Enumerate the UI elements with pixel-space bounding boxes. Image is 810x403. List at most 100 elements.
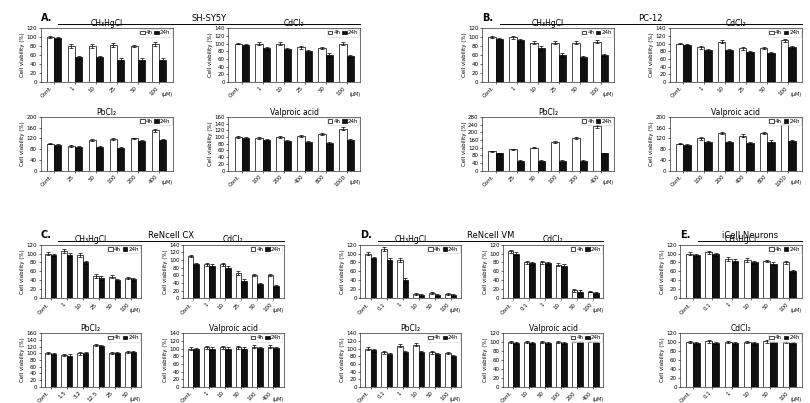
Bar [75, 57, 83, 82]
Title: CdCl₂: CdCl₂ [731, 324, 752, 333]
Bar [561, 343, 567, 387]
Bar [318, 48, 326, 82]
Bar [559, 55, 566, 82]
Bar [347, 140, 354, 170]
Bar [705, 142, 712, 170]
Bar [262, 140, 271, 170]
Text: A.: A. [40, 13, 52, 23]
Title: Valproic acid: Valproic acid [270, 108, 319, 117]
Bar [450, 295, 456, 298]
Y-axis label: Cell viability (%): Cell viability (%) [483, 249, 488, 294]
Bar [712, 254, 719, 298]
Bar [297, 48, 305, 82]
Bar [51, 354, 57, 387]
Y-axis label: Cell viability (%): Cell viability (%) [650, 121, 654, 166]
Y-axis label: Cell viability (%): Cell viability (%) [20, 121, 25, 166]
Title: CH₃HgCl: CH₃HgCl [91, 19, 123, 28]
Bar [782, 342, 790, 387]
Bar [684, 145, 691, 170]
Bar [151, 130, 159, 170]
Bar [236, 347, 241, 387]
Bar [267, 275, 273, 298]
Bar [276, 44, 284, 82]
Bar [693, 255, 700, 298]
Bar [725, 342, 731, 387]
Bar [429, 293, 434, 298]
Bar [413, 345, 419, 387]
Legend: 4h, 24h: 4h, 24h [427, 246, 460, 253]
Bar [434, 295, 440, 298]
Bar [225, 268, 231, 298]
Bar [539, 342, 545, 387]
Bar [255, 44, 262, 82]
Title: CdCl₂: CdCl₂ [223, 235, 244, 245]
Legend: 4h, 24h: 4h, 24h [250, 334, 283, 341]
Bar [445, 294, 450, 298]
Text: (μM): (μM) [791, 180, 802, 185]
Title: CH₃HgCl: CH₃HgCl [532, 19, 565, 28]
Bar [236, 273, 241, 298]
Text: ReNcell VM: ReNcell VM [467, 231, 514, 240]
Bar [96, 147, 104, 170]
Bar [763, 261, 770, 298]
Text: (μM): (μM) [272, 397, 284, 401]
Bar [706, 341, 712, 387]
Text: PC-12: PC-12 [638, 15, 663, 23]
Bar [552, 43, 559, 82]
Bar [284, 141, 291, 170]
Bar [781, 40, 788, 82]
Bar [790, 271, 796, 298]
Bar [114, 353, 120, 387]
Bar [545, 343, 551, 387]
Bar [382, 249, 386, 298]
Bar [593, 127, 600, 170]
Bar [204, 264, 210, 298]
Bar [509, 150, 517, 170]
Bar [75, 147, 83, 170]
Bar [242, 138, 249, 170]
Text: (μM): (μM) [791, 91, 802, 97]
Bar [386, 260, 392, 298]
Bar [204, 347, 210, 387]
Bar [99, 346, 104, 387]
Bar [159, 60, 166, 82]
Bar [62, 355, 66, 387]
Bar [517, 40, 524, 82]
Bar [572, 341, 578, 387]
Bar [760, 48, 767, 82]
Text: (μM): (μM) [791, 308, 802, 313]
Bar [273, 348, 279, 387]
Legend: 4h, 24h: 4h, 24h [107, 334, 140, 341]
Bar [220, 347, 225, 387]
Bar [788, 48, 795, 82]
Bar [530, 263, 535, 298]
Bar [109, 139, 117, 170]
Bar [235, 137, 242, 170]
Bar [403, 352, 408, 387]
Text: (μM): (μM) [130, 308, 141, 313]
Bar [580, 57, 587, 82]
Bar [559, 161, 566, 170]
Bar [194, 349, 199, 387]
Bar [763, 341, 770, 387]
Bar [276, 137, 284, 170]
Bar [545, 263, 551, 298]
Text: (μM): (μM) [603, 180, 614, 185]
Bar [117, 148, 125, 170]
Title: CdCl₂: CdCl₂ [726, 19, 746, 28]
Bar [220, 264, 225, 298]
Text: B.: B. [482, 13, 493, 23]
Y-axis label: Cell viability (%): Cell viability (%) [462, 33, 467, 77]
Bar [718, 42, 725, 82]
Bar [371, 351, 377, 387]
Bar [413, 294, 419, 298]
Bar [538, 161, 545, 170]
Title: Valproic acid: Valproic acid [209, 324, 258, 333]
Bar [580, 161, 587, 170]
Bar [429, 352, 434, 387]
Bar [89, 46, 96, 82]
Bar [508, 251, 514, 298]
Bar [267, 347, 273, 387]
Bar [434, 354, 440, 387]
Bar [531, 147, 538, 170]
